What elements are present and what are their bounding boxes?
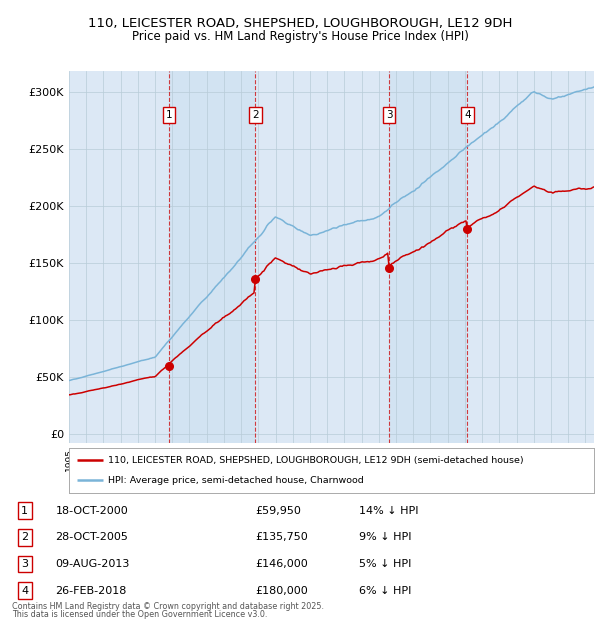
Text: Contains HM Land Registry data © Crown copyright and database right 2025.: Contains HM Land Registry data © Crown c…: [12, 602, 324, 611]
Text: 5% ↓ HPI: 5% ↓ HPI: [359, 559, 412, 569]
Text: 26-FEB-2018: 26-FEB-2018: [55, 585, 127, 596]
Text: 110, LEICESTER ROAD, SHEPSHED, LOUGHBOROUGH, LE12 9DH (semi-detached house): 110, LEICESTER ROAD, SHEPSHED, LOUGHBORO…: [109, 456, 524, 465]
Text: 110, LEICESTER ROAD, SHEPSHED, LOUGHBOROUGH, LE12 9DH: 110, LEICESTER ROAD, SHEPSHED, LOUGHBORO…: [88, 17, 512, 30]
Text: 09-AUG-2013: 09-AUG-2013: [55, 559, 130, 569]
Text: £135,750: £135,750: [255, 532, 308, 542]
Text: 4: 4: [21, 585, 28, 596]
Text: £59,950: £59,950: [255, 505, 301, 516]
Text: Price paid vs. HM Land Registry's House Price Index (HPI): Price paid vs. HM Land Registry's House …: [131, 30, 469, 43]
Text: 1: 1: [21, 505, 28, 516]
Bar: [389, 71, 467, 443]
Text: £146,000: £146,000: [255, 559, 308, 569]
Text: 6% ↓ HPI: 6% ↓ HPI: [359, 585, 412, 596]
Text: 2: 2: [21, 532, 28, 542]
Text: £180,000: £180,000: [255, 585, 308, 596]
Text: 18-OCT-2000: 18-OCT-2000: [55, 505, 128, 516]
Text: 4: 4: [464, 110, 471, 120]
Text: 9% ↓ HPI: 9% ↓ HPI: [359, 532, 412, 542]
Text: HPI: Average price, semi-detached house, Charnwood: HPI: Average price, semi-detached house,…: [109, 476, 364, 485]
Text: 3: 3: [386, 110, 392, 120]
Text: 28-OCT-2005: 28-OCT-2005: [55, 532, 128, 542]
Text: This data is licensed under the Open Government Licence v3.0.: This data is licensed under the Open Gov…: [12, 610, 268, 619]
Text: 14% ↓ HPI: 14% ↓ HPI: [359, 505, 419, 516]
Text: 2: 2: [252, 110, 259, 120]
Text: 3: 3: [21, 559, 28, 569]
Text: 1: 1: [166, 110, 172, 120]
Bar: [169, 71, 256, 443]
